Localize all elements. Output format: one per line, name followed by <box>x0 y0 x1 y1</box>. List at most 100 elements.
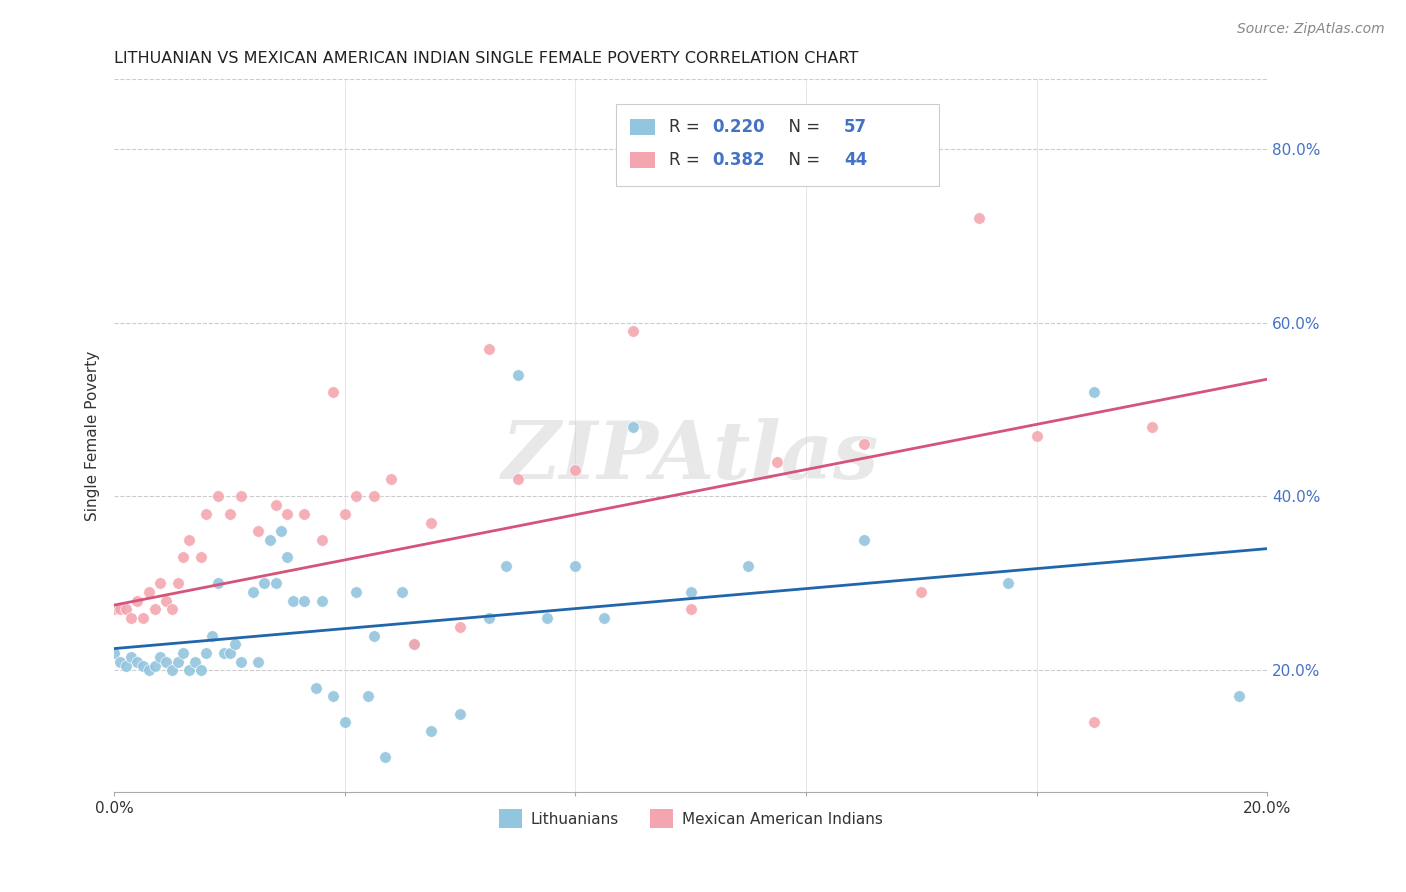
Text: Source: ZipAtlas.com: Source: ZipAtlas.com <box>1237 22 1385 37</box>
Point <box>997 576 1019 591</box>
Point <box>449 620 471 634</box>
FancyBboxPatch shape <box>630 152 655 168</box>
Point <box>357 690 380 704</box>
Point <box>127 594 149 608</box>
Point <box>1083 715 1105 730</box>
Point <box>264 498 287 512</box>
Point <box>1083 385 1105 400</box>
Point <box>121 650 143 665</box>
Point <box>1227 690 1250 704</box>
Point <box>190 663 212 677</box>
Point <box>967 211 990 226</box>
Point <box>380 472 402 486</box>
Point <box>179 663 201 677</box>
Point <box>155 594 177 608</box>
Point <box>478 611 501 625</box>
Point <box>679 602 702 616</box>
Point <box>420 516 443 530</box>
Text: 0.382: 0.382 <box>713 151 765 169</box>
Point <box>344 490 367 504</box>
Text: 57: 57 <box>844 118 868 136</box>
Point <box>363 628 385 642</box>
Point <box>143 602 166 616</box>
Point <box>1140 420 1163 434</box>
Point <box>114 659 136 673</box>
Point <box>149 576 172 591</box>
Legend: Lithuanians, Mexican American Indians: Lithuanians, Mexican American Indians <box>492 804 889 834</box>
Point <box>229 655 252 669</box>
FancyBboxPatch shape <box>616 104 939 186</box>
Text: R =: R = <box>669 118 704 136</box>
Point <box>103 646 125 660</box>
Point <box>506 368 529 382</box>
Point <box>281 594 304 608</box>
Point <box>207 490 229 504</box>
Point <box>737 559 759 574</box>
Point <box>311 594 333 608</box>
Point <box>621 324 644 338</box>
Point <box>621 420 644 434</box>
Point <box>190 550 212 565</box>
Text: LITHUANIAN VS MEXICAN AMERICAN INDIAN SINGLE FEMALE POVERTY CORRELATION CHART: LITHUANIAN VS MEXICAN AMERICAN INDIAN SI… <box>114 51 859 66</box>
Point <box>195 507 218 521</box>
Point <box>195 646 218 660</box>
Point <box>344 585 367 599</box>
Point <box>506 472 529 486</box>
Point <box>333 507 356 521</box>
Point <box>149 650 172 665</box>
Point <box>160 602 183 616</box>
Point <box>218 507 240 521</box>
Point <box>276 550 298 565</box>
Point <box>166 576 188 591</box>
Point <box>270 524 292 539</box>
Point <box>322 385 344 400</box>
Point <box>114 602 136 616</box>
Point <box>247 524 270 539</box>
Point <box>143 659 166 673</box>
Point <box>259 533 281 547</box>
Point <box>374 750 396 764</box>
Point <box>495 559 517 574</box>
Point <box>305 681 328 695</box>
Point <box>121 611 143 625</box>
Point <box>160 663 183 677</box>
Point <box>536 611 558 625</box>
Point <box>402 637 425 651</box>
Text: ZIPAtlas: ZIPAtlas <box>502 418 879 496</box>
Point <box>564 463 586 477</box>
Y-axis label: Single Female Poverty: Single Female Poverty <box>86 351 100 521</box>
Point <box>1025 428 1047 442</box>
Text: 44: 44 <box>844 151 868 169</box>
Point <box>478 342 501 356</box>
Point <box>420 724 443 739</box>
Point <box>363 490 385 504</box>
Point <box>294 594 316 608</box>
Text: 0.220: 0.220 <box>713 118 765 136</box>
Point <box>276 507 298 521</box>
Text: N =: N = <box>779 118 825 136</box>
Point <box>207 576 229 591</box>
Point <box>132 611 155 625</box>
Point <box>218 646 240 660</box>
Point <box>108 655 131 669</box>
Point <box>253 576 276 591</box>
Point <box>212 646 235 660</box>
Point <box>391 585 413 599</box>
Text: N =: N = <box>779 151 825 169</box>
Point <box>242 585 264 599</box>
Point <box>172 646 194 660</box>
Point <box>852 437 875 451</box>
Point <box>108 602 131 616</box>
Point <box>201 628 224 642</box>
Point <box>184 655 207 669</box>
Point <box>593 611 616 625</box>
Point <box>852 533 875 547</box>
Point <box>138 585 160 599</box>
Point <box>449 706 471 721</box>
Point <box>264 576 287 591</box>
Point <box>402 637 425 651</box>
Point <box>127 655 149 669</box>
Text: R =: R = <box>669 151 704 169</box>
Point <box>155 655 177 669</box>
Point <box>766 455 789 469</box>
